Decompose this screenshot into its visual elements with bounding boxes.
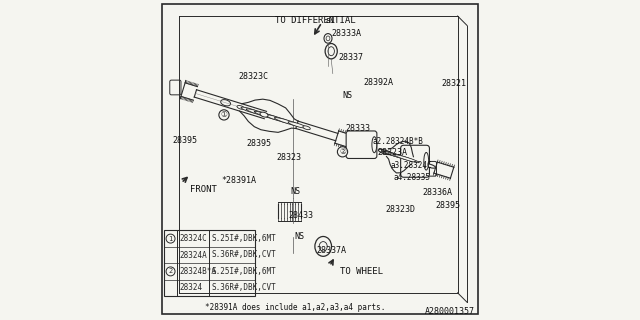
Ellipse shape	[394, 155, 419, 163]
Text: S.25I#,DBK,6MT: S.25I#,DBK,6MT	[211, 234, 276, 243]
FancyBboxPatch shape	[426, 161, 436, 176]
Circle shape	[166, 234, 175, 243]
Text: NS: NS	[342, 92, 353, 100]
Ellipse shape	[241, 107, 259, 114]
Ellipse shape	[382, 151, 399, 156]
Text: 28395: 28395	[246, 139, 271, 148]
Text: *28391A: *28391A	[221, 176, 257, 185]
Circle shape	[166, 267, 175, 276]
Ellipse shape	[237, 106, 244, 109]
Ellipse shape	[254, 111, 284, 121]
Ellipse shape	[319, 242, 327, 251]
Ellipse shape	[372, 137, 377, 153]
Text: 1: 1	[168, 236, 173, 242]
Text: 28392A: 28392A	[364, 78, 393, 87]
Text: 28321: 28321	[441, 79, 466, 88]
Text: 28323A: 28323A	[378, 148, 408, 157]
Ellipse shape	[326, 36, 330, 41]
Circle shape	[219, 110, 229, 120]
Text: 28324B*A: 28324B*A	[179, 267, 216, 276]
Text: 28323C: 28323C	[239, 72, 268, 81]
Text: TO WHEEL: TO WHEEL	[340, 267, 383, 276]
Text: 28395: 28395	[172, 136, 197, 145]
Text: ①: ①	[221, 110, 227, 119]
Text: 28336A: 28336A	[422, 188, 452, 197]
Text: 2: 2	[168, 268, 173, 275]
Ellipse shape	[388, 153, 418, 162]
Text: S.36R#,DBK,CVT: S.36R#,DBK,CVT	[211, 251, 276, 260]
Text: 28337: 28337	[339, 53, 364, 62]
Text: ②: ②	[339, 147, 346, 156]
FancyBboxPatch shape	[170, 80, 181, 95]
Text: A280001357: A280001357	[425, 307, 475, 316]
Ellipse shape	[303, 126, 310, 130]
Ellipse shape	[288, 122, 307, 128]
Text: FRONT: FRONT	[191, 185, 217, 194]
Ellipse shape	[246, 109, 273, 118]
FancyBboxPatch shape	[346, 131, 377, 158]
Ellipse shape	[425, 164, 435, 168]
Ellipse shape	[383, 151, 413, 161]
Ellipse shape	[378, 149, 391, 155]
Ellipse shape	[424, 152, 429, 170]
FancyBboxPatch shape	[401, 145, 429, 177]
Text: a3.28324C: a3.28324C	[390, 161, 432, 170]
Bar	[164, 230, 255, 296]
Text: S.25I#,DBK,6MT: S.25I#,DBK,6MT	[211, 267, 276, 276]
Ellipse shape	[221, 100, 230, 106]
Text: 28337A: 28337A	[316, 246, 346, 255]
Text: TO DIFFERENTIAL: TO DIFFERENTIAL	[275, 16, 356, 25]
Ellipse shape	[275, 117, 301, 126]
Text: 28323: 28323	[277, 153, 302, 162]
Ellipse shape	[324, 34, 332, 43]
Text: a4.28335: a4.28335	[394, 173, 431, 182]
Text: 28324A: 28324A	[179, 251, 207, 260]
Text: a2.28324B*B: a2.28324B*B	[372, 137, 423, 146]
Ellipse shape	[382, 151, 407, 159]
Text: 28333A: 28333A	[332, 29, 361, 38]
Ellipse shape	[325, 44, 337, 59]
Text: 28333: 28333	[345, 124, 370, 133]
Text: 28433: 28433	[288, 212, 313, 220]
Text: S.36R#,DBK,CVT: S.36R#,DBK,CVT	[211, 283, 276, 292]
Text: NS: NS	[294, 232, 305, 241]
Text: a1: a1	[326, 16, 335, 25]
Text: *28391A does include a1,a2,a3,a4 parts.: *28391A does include a1,a2,a3,a4 parts.	[205, 303, 385, 312]
Text: 28395: 28395	[435, 201, 460, 210]
Text: 28324C: 28324C	[179, 234, 207, 243]
Text: NS: NS	[291, 188, 301, 196]
Circle shape	[337, 147, 348, 157]
Text: 28324: 28324	[179, 283, 202, 292]
Ellipse shape	[260, 112, 268, 117]
Ellipse shape	[328, 47, 335, 56]
Ellipse shape	[315, 236, 332, 256]
Text: 28323D: 28323D	[385, 205, 415, 214]
Ellipse shape	[264, 114, 293, 124]
